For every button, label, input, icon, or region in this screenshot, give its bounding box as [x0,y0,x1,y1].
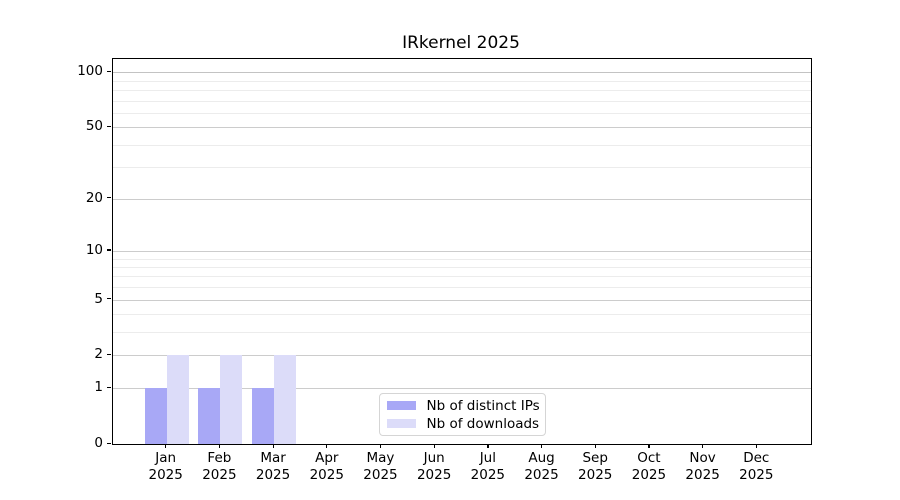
chart-title: IRkernel 2025 [402,33,520,53]
x-tick-label-month: Dec [743,450,770,466]
x-tick-label-year: 2025 [202,467,237,483]
bar-nb-of-distinct-ips-mar [252,388,275,444]
minor-gridline-8 [113,266,811,268]
x-tick-mar [272,444,274,448]
x-tick-label-apr: Apr 2025 [295,450,359,484]
bar-nb-of-downloads-jan [166,355,189,444]
minor-gridline-30 [113,167,811,169]
x-tick-label-month: Jan [155,450,177,466]
x-tick-label-jun: Jun 2025 [402,450,466,484]
minor-gridline-90 [113,80,811,82]
x-tick-label-month: Aug [528,450,555,466]
x-tick-label-year: 2025 [363,467,398,483]
minor-gridline-80 [113,89,811,91]
bar-nb-of-distinct-ips-jan [144,388,167,444]
x-tick-label-jan: Jan 2025 [134,450,198,484]
major-gridline-10 [113,250,811,252]
x-tick-label-year: 2025 [578,467,613,483]
x-tick-label-year: 2025 [416,467,452,483]
y-tick-2 [107,353,111,356]
y-tick-label-20: 20 [85,189,103,206]
x-tick-label-month: Mar [260,450,286,466]
x-tick-label-sep: Sep 2025 [563,450,627,484]
major-gridline-5 [113,299,811,301]
x-tick-aug [541,444,543,448]
y-tick-100 [107,70,111,72]
x-tick-label-aug: Aug 2025 [510,450,574,484]
x-tick-label-month: Sep [582,450,608,466]
y-tick-label-2: 2 [94,346,103,363]
x-tick-jan [165,444,167,448]
bar-nb-of-downloads-mar [274,355,297,444]
x-tick-dec [755,444,757,448]
x-tick-label-dec: Dec 2025 [724,450,788,484]
x-tick-label-year: 2025 [685,467,720,483]
y-tick-label-10: 10 [85,241,103,258]
x-tick-label-oct: Oct 2025 [617,450,681,484]
minor-gridline-3 [113,332,811,334]
x-tick-label-month: Jun [423,450,445,466]
minor-gridline-4 [113,314,811,316]
x-tick-jun [433,444,435,448]
y-tick-50 [107,125,111,127]
minor-gridline-40 [113,144,811,146]
x-tick-label-month: Jul [479,450,496,466]
major-gridline-1 [113,388,811,390]
y-tick-label-1: 1 [94,379,103,396]
y-tick-label-50: 50 [85,118,103,135]
x-tick-label-may: May 2025 [348,450,412,484]
y-tick-0 [107,442,111,444]
y-tick-label-100: 100 [77,63,103,80]
x-tick-label-month: Nov [689,450,716,466]
x-tick-label-month: Feb [207,450,232,466]
x-tick-feb [218,444,221,448]
x-tick-oct [648,444,650,448]
legend-swatch-nb-of-distinct-ips [386,400,416,411]
x-tick-label-year: 2025 [255,467,291,483]
y-tick-label-0: 0 [94,435,103,451]
x-tick-jul [487,444,489,448]
legend-label-nb-of-distinct-ips: Nb of distinct IPs [426,397,540,414]
x-tick-label-year: 2025 [309,467,344,483]
minor-gridline-6 [113,287,811,289]
major-gridline-100 [113,72,811,74]
legend-swatch-nb-of-downloads [386,418,416,429]
y-tick-1 [107,386,111,388]
y-tick-20 [107,197,111,199]
legend-entry-nb-of-distinct-ips: Nb of distinct IPs [386,398,540,414]
bar-nb-of-downloads-feb [220,355,243,444]
x-tick-label-year: 2025 [631,467,667,483]
y-tick-10 [107,249,111,251]
x-tick-nov [702,444,704,448]
major-gridline-2 [113,355,811,357]
x-tick-may [379,444,382,448]
legend-label-nb-of-downloads: Nb of downloads [426,415,540,432]
x-tick-label-mar: Mar 2025 [241,450,305,484]
minor-gridline-60 [113,112,811,114]
x-tick-label-jul: Jul 2025 [456,450,520,484]
x-tick-label-year: 2025 [739,467,774,483]
plot-area: Nb of distinct IPs Nb of downloads [112,58,812,445]
y-tick-label-5: 5 [94,290,103,307]
x-tick-label-month: May [366,450,395,466]
minor-gridline-70 [113,100,811,102]
x-tick-label-year: 2025 [524,467,559,483]
x-tick-label-month: Oct [637,450,661,466]
x-tick-label-nov: Nov 2025 [671,450,735,484]
legend: Nb of distinct IPs Nb of downloads [378,393,546,436]
x-tick-sep [594,444,596,448]
x-tick-label-year: 2025 [148,467,183,483]
major-gridline-50 [113,127,811,129]
x-tick-label-year: 2025 [470,467,506,483]
minor-gridline-7 [113,276,811,278]
x-tick-apr [326,444,328,448]
major-gridline-20 [113,198,811,200]
x-tick-label-feb: Feb 2025 [187,450,251,484]
minor-gridline-9 [113,258,811,260]
y-tick-5 [107,298,111,300]
x-tick-label-month: Apr [315,450,339,466]
bar-nb-of-distinct-ips-feb [198,388,221,444]
legend-entry-nb-of-downloads: Nb of downloads [386,416,539,432]
